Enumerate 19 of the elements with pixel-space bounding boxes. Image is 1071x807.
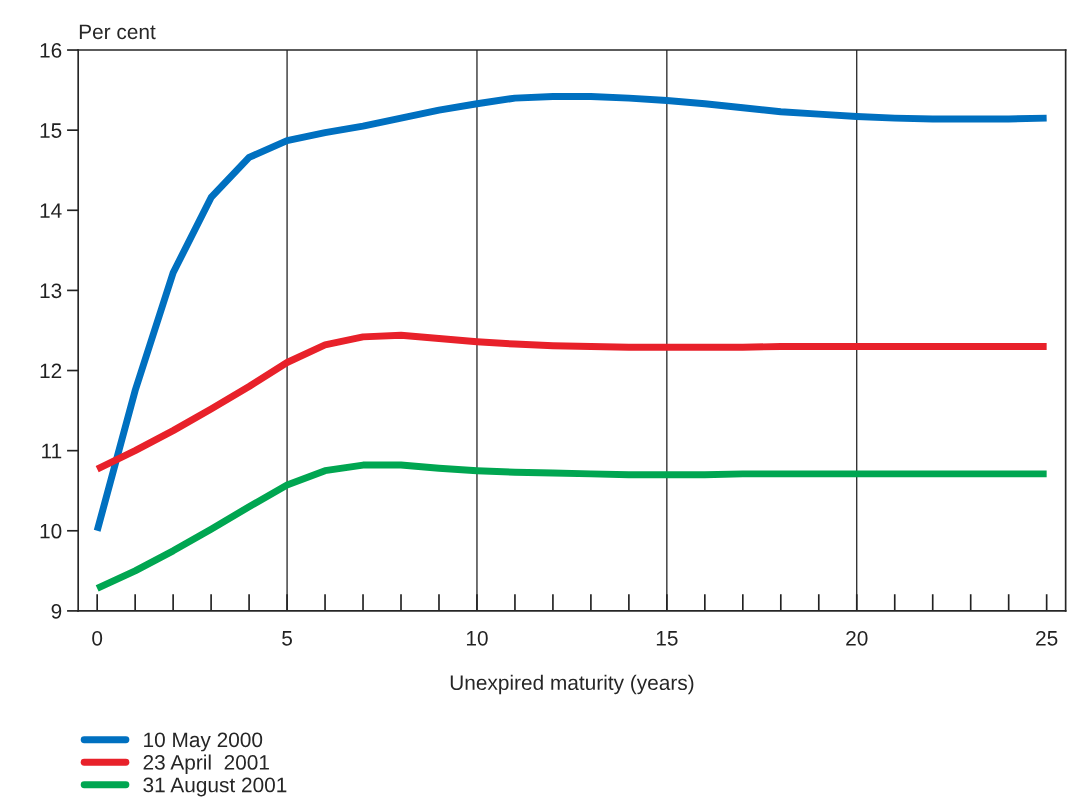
legend-label: 10 May 2000 xyxy=(144,732,263,752)
x-tick-label: 10 xyxy=(466,630,488,646)
x-tick-label: 5 xyxy=(282,631,292,646)
y-tick-label: 14 xyxy=(40,203,62,218)
x-tick-label: 0 xyxy=(92,630,103,646)
y-tick-label: 12 xyxy=(40,363,62,379)
x-tick-label: 25 xyxy=(1036,630,1058,646)
y-tick-label: 15 xyxy=(40,123,62,138)
y-tick-label: 16 xyxy=(40,43,62,58)
x-tick-label: 15 xyxy=(656,631,678,646)
legend-label: 23 April 2001 xyxy=(143,754,269,774)
y-tick-label: 11 xyxy=(42,443,62,459)
x-axis-title: Unexpired maturity (years) xyxy=(450,674,694,695)
legend-label: 31 August 2001 xyxy=(143,777,287,797)
y-tick-label: 10 xyxy=(40,523,62,539)
y-axis-title: Per cent xyxy=(79,24,156,40)
x-tick-label: 20 xyxy=(846,630,868,646)
y-tick-label: 13 xyxy=(40,283,62,299)
y-tick-label: 9 xyxy=(51,603,62,619)
